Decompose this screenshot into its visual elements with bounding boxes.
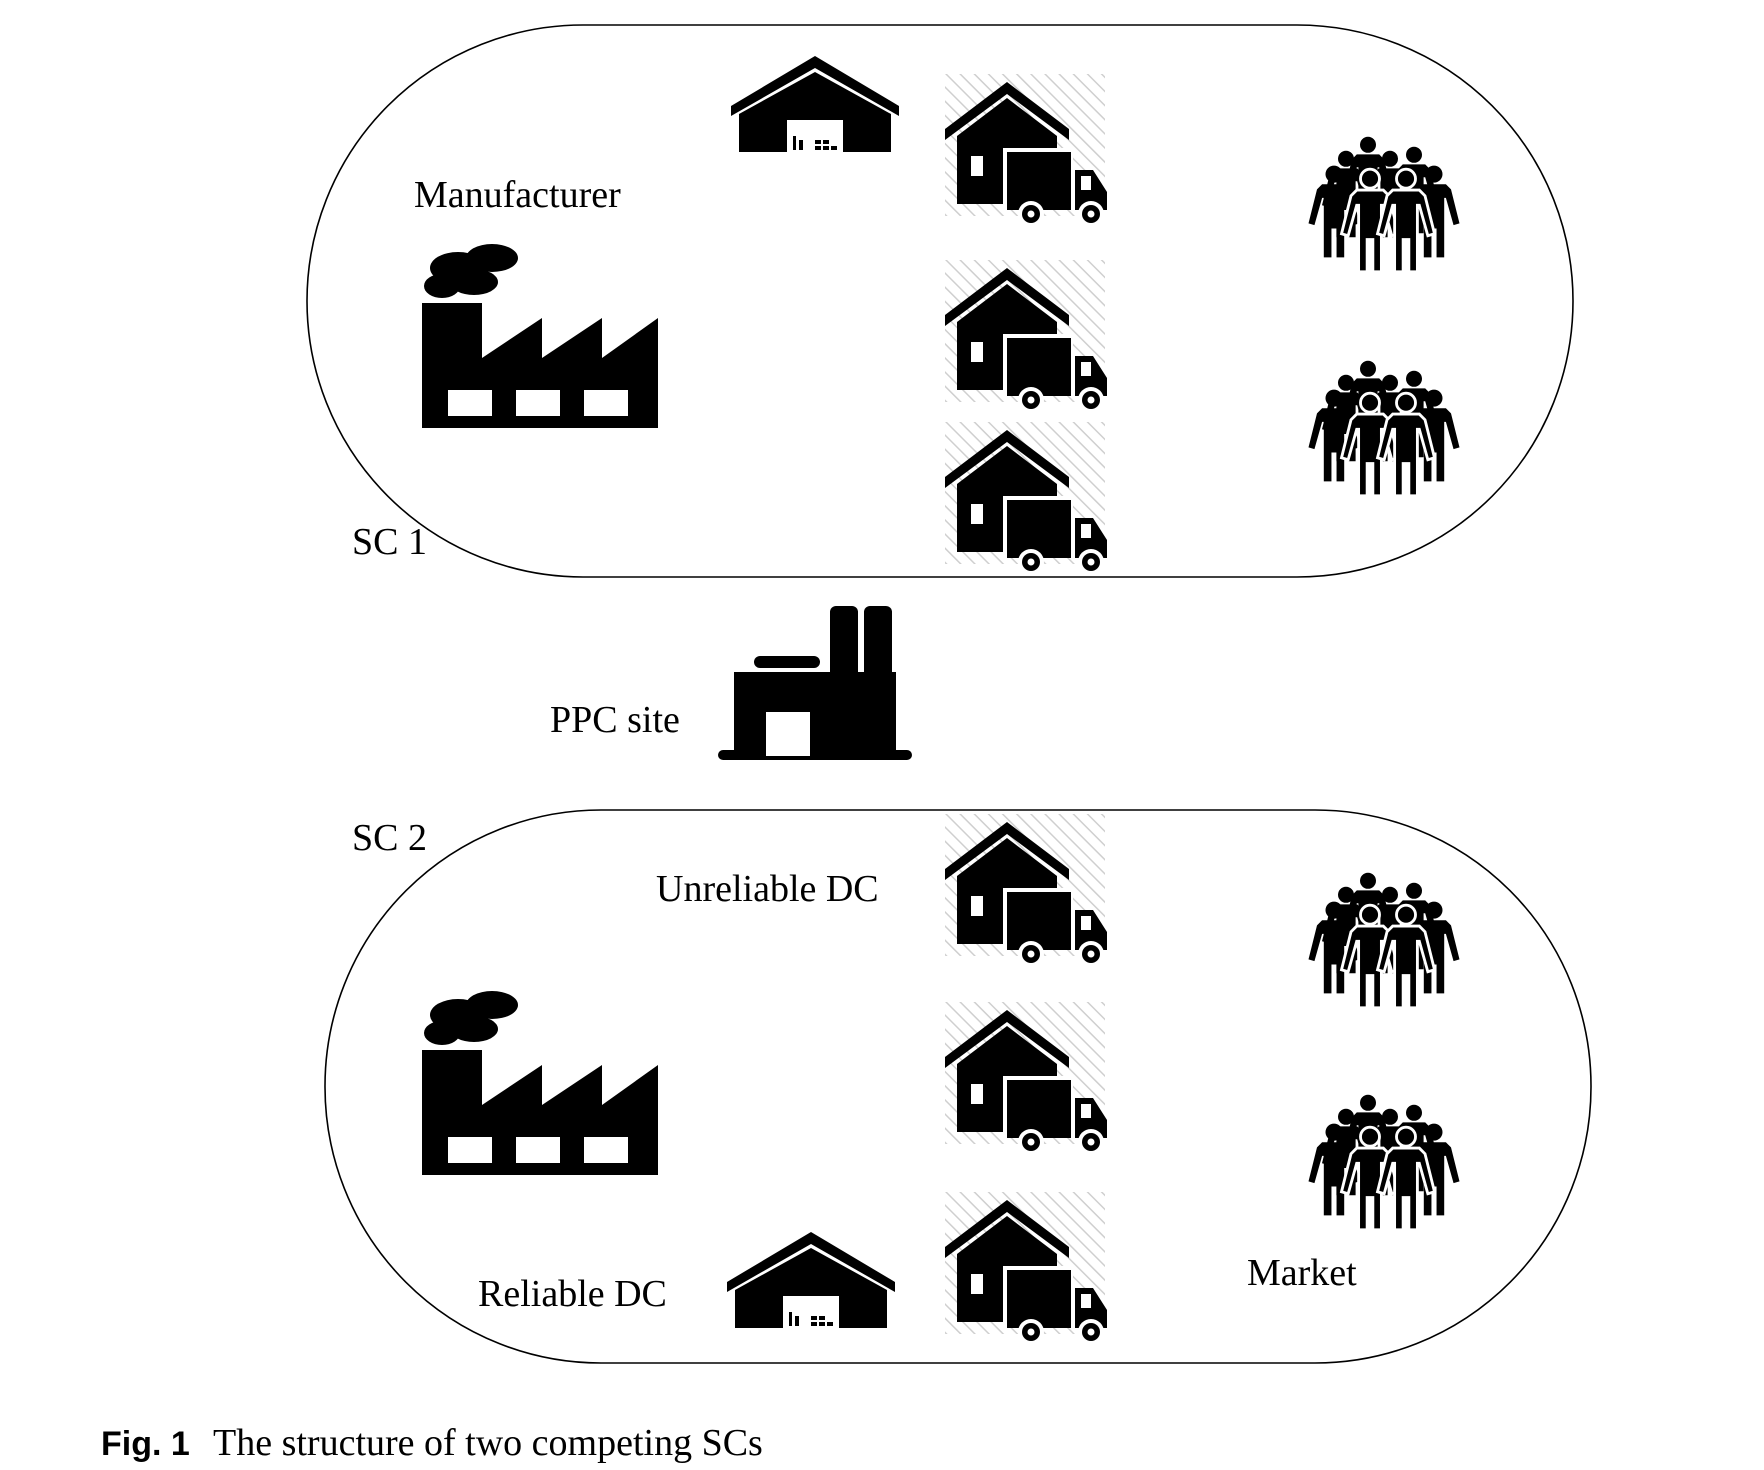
manufacturer-label: Manufacturer (414, 174, 621, 216)
people-group-icon (1309, 137, 1460, 272)
factory-icon (422, 244, 658, 428)
reliable-dc-label: Reliable DC (478, 1273, 667, 1315)
house-truck-icon (945, 260, 1107, 413)
people-group-icon (1309, 1095, 1460, 1230)
people-group-icon (1309, 873, 1460, 1008)
warehouse-icon (727, 1232, 895, 1328)
figure-number: Fig. 1 (101, 1425, 190, 1463)
house-truck-icon (945, 1002, 1107, 1155)
factory-icon (422, 991, 658, 1175)
sc1-label: SC 1 (352, 521, 427, 563)
warehouse-icon (731, 56, 899, 152)
sc1-boundary (306, 24, 1574, 578)
sc2-label: SC 2 (352, 817, 427, 859)
ppc-site-label: PPC site (550, 699, 680, 741)
house-truck-icon (945, 74, 1107, 227)
house-truck-icon (945, 814, 1107, 967)
market-label: Market (1247, 1252, 1357, 1294)
plant-icon (718, 606, 912, 760)
people-group-icon (1309, 361, 1460, 496)
house-truck-icon (945, 422, 1107, 575)
sc2-boundary (324, 809, 1592, 1364)
figure-caption: The structure of two competing SCs (213, 1422, 763, 1464)
house-truck-icon (945, 1192, 1107, 1345)
unreliable-dc-label: Unreliable DC (656, 868, 879, 910)
